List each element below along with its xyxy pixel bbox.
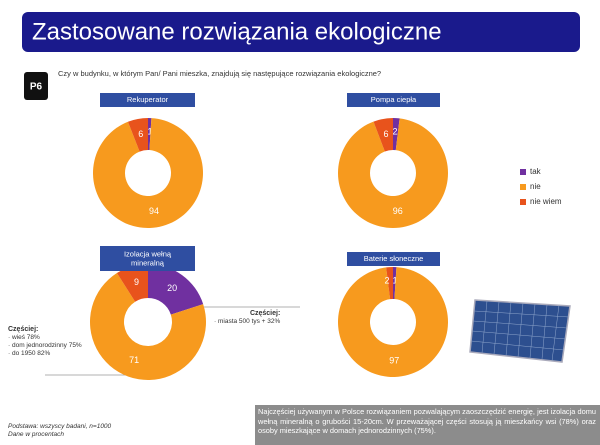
chart-title-box [347, 93, 440, 107]
donut-segment [393, 267, 397, 300]
slide-title: Zastosowane rozwiązania ekologiczne [32, 18, 442, 45]
question-text: Czy w budynku, w którym Pan/ Pani mieszk… [58, 69, 381, 78]
data-label: 2 [392, 126, 397, 136]
donut-segment [338, 267, 449, 377]
legend-label: nie wiem [530, 197, 562, 206]
solar-panel [469, 299, 571, 363]
data-label: 6 [383, 129, 388, 139]
donut-segment [386, 267, 393, 300]
annotation-item: · miasta 500 tys + 32% [214, 318, 281, 325]
question-badge [24, 72, 48, 100]
summary: Najczęściej używanym w Polsce rozwiązani… [255, 405, 600, 445]
annotation-item: · do 1950 82% [8, 350, 51, 357]
chart-title-box [100, 246, 195, 271]
data-label: 20 [167, 283, 177, 293]
annotation: Częściej: · miasta 500 tys + 32% [214, 310, 280, 326]
donut-segment [373, 118, 393, 152]
annotation-item: · wieś 78% [8, 334, 40, 341]
annotation-heading: Częściej: [8, 326, 39, 333]
donut-segment [92, 118, 203, 228]
footer: Podstawa: wszyscy badani, n=1000 Dane w p… [8, 423, 111, 439]
donut-segment [148, 118, 152, 151]
annotation-heading: Częściej: [249, 310, 281, 317]
data-label: 2 [384, 275, 389, 285]
data-label: 9 [134, 277, 139, 287]
footer-base: Podstawa: wszyscy badani, n=1000 [8, 423, 112, 430]
legend-swatch [520, 169, 526, 175]
chart-title: Izolacja wełną mineralną [124, 249, 172, 267]
legend-label: nie [530, 182, 541, 191]
donut-segment [393, 118, 400, 151]
data-label: 6 [138, 129, 143, 139]
question-code: P6 [30, 82, 43, 93]
donut-segment [148, 264, 204, 315]
data-label: 96 [393, 206, 403, 216]
donut-segment [127, 118, 148, 152]
donut-segment [90, 273, 206, 381]
title-bar [22, 12, 580, 52]
chart-title: Rekuperator [127, 95, 169, 104]
data-label: 71 [129, 355, 139, 365]
legend-label: tak [530, 167, 542, 176]
legend-swatch [520, 199, 526, 205]
chart-title-box [100, 93, 195, 107]
footer-note: Dane w procentach [8, 431, 65, 438]
chart-title: Baterie słoneczne [364, 254, 424, 263]
data-label: 97 [389, 355, 399, 365]
chart-title-box [347, 252, 440, 266]
donut-segment [116, 264, 148, 302]
data-label: 1 [392, 275, 397, 285]
donut-segment [337, 118, 448, 229]
annotation-item: · dom jednorodzinny 75% [8, 342, 82, 349]
legend-swatch [520, 184, 526, 190]
chart-title: Pompa ciepła [371, 95, 417, 104]
data-label: 94 [149, 206, 159, 216]
data-label: 1 [147, 126, 152, 136]
annotation: Częściej: · wieś 78% · dom jednorodzinny 7… [8, 326, 82, 358]
